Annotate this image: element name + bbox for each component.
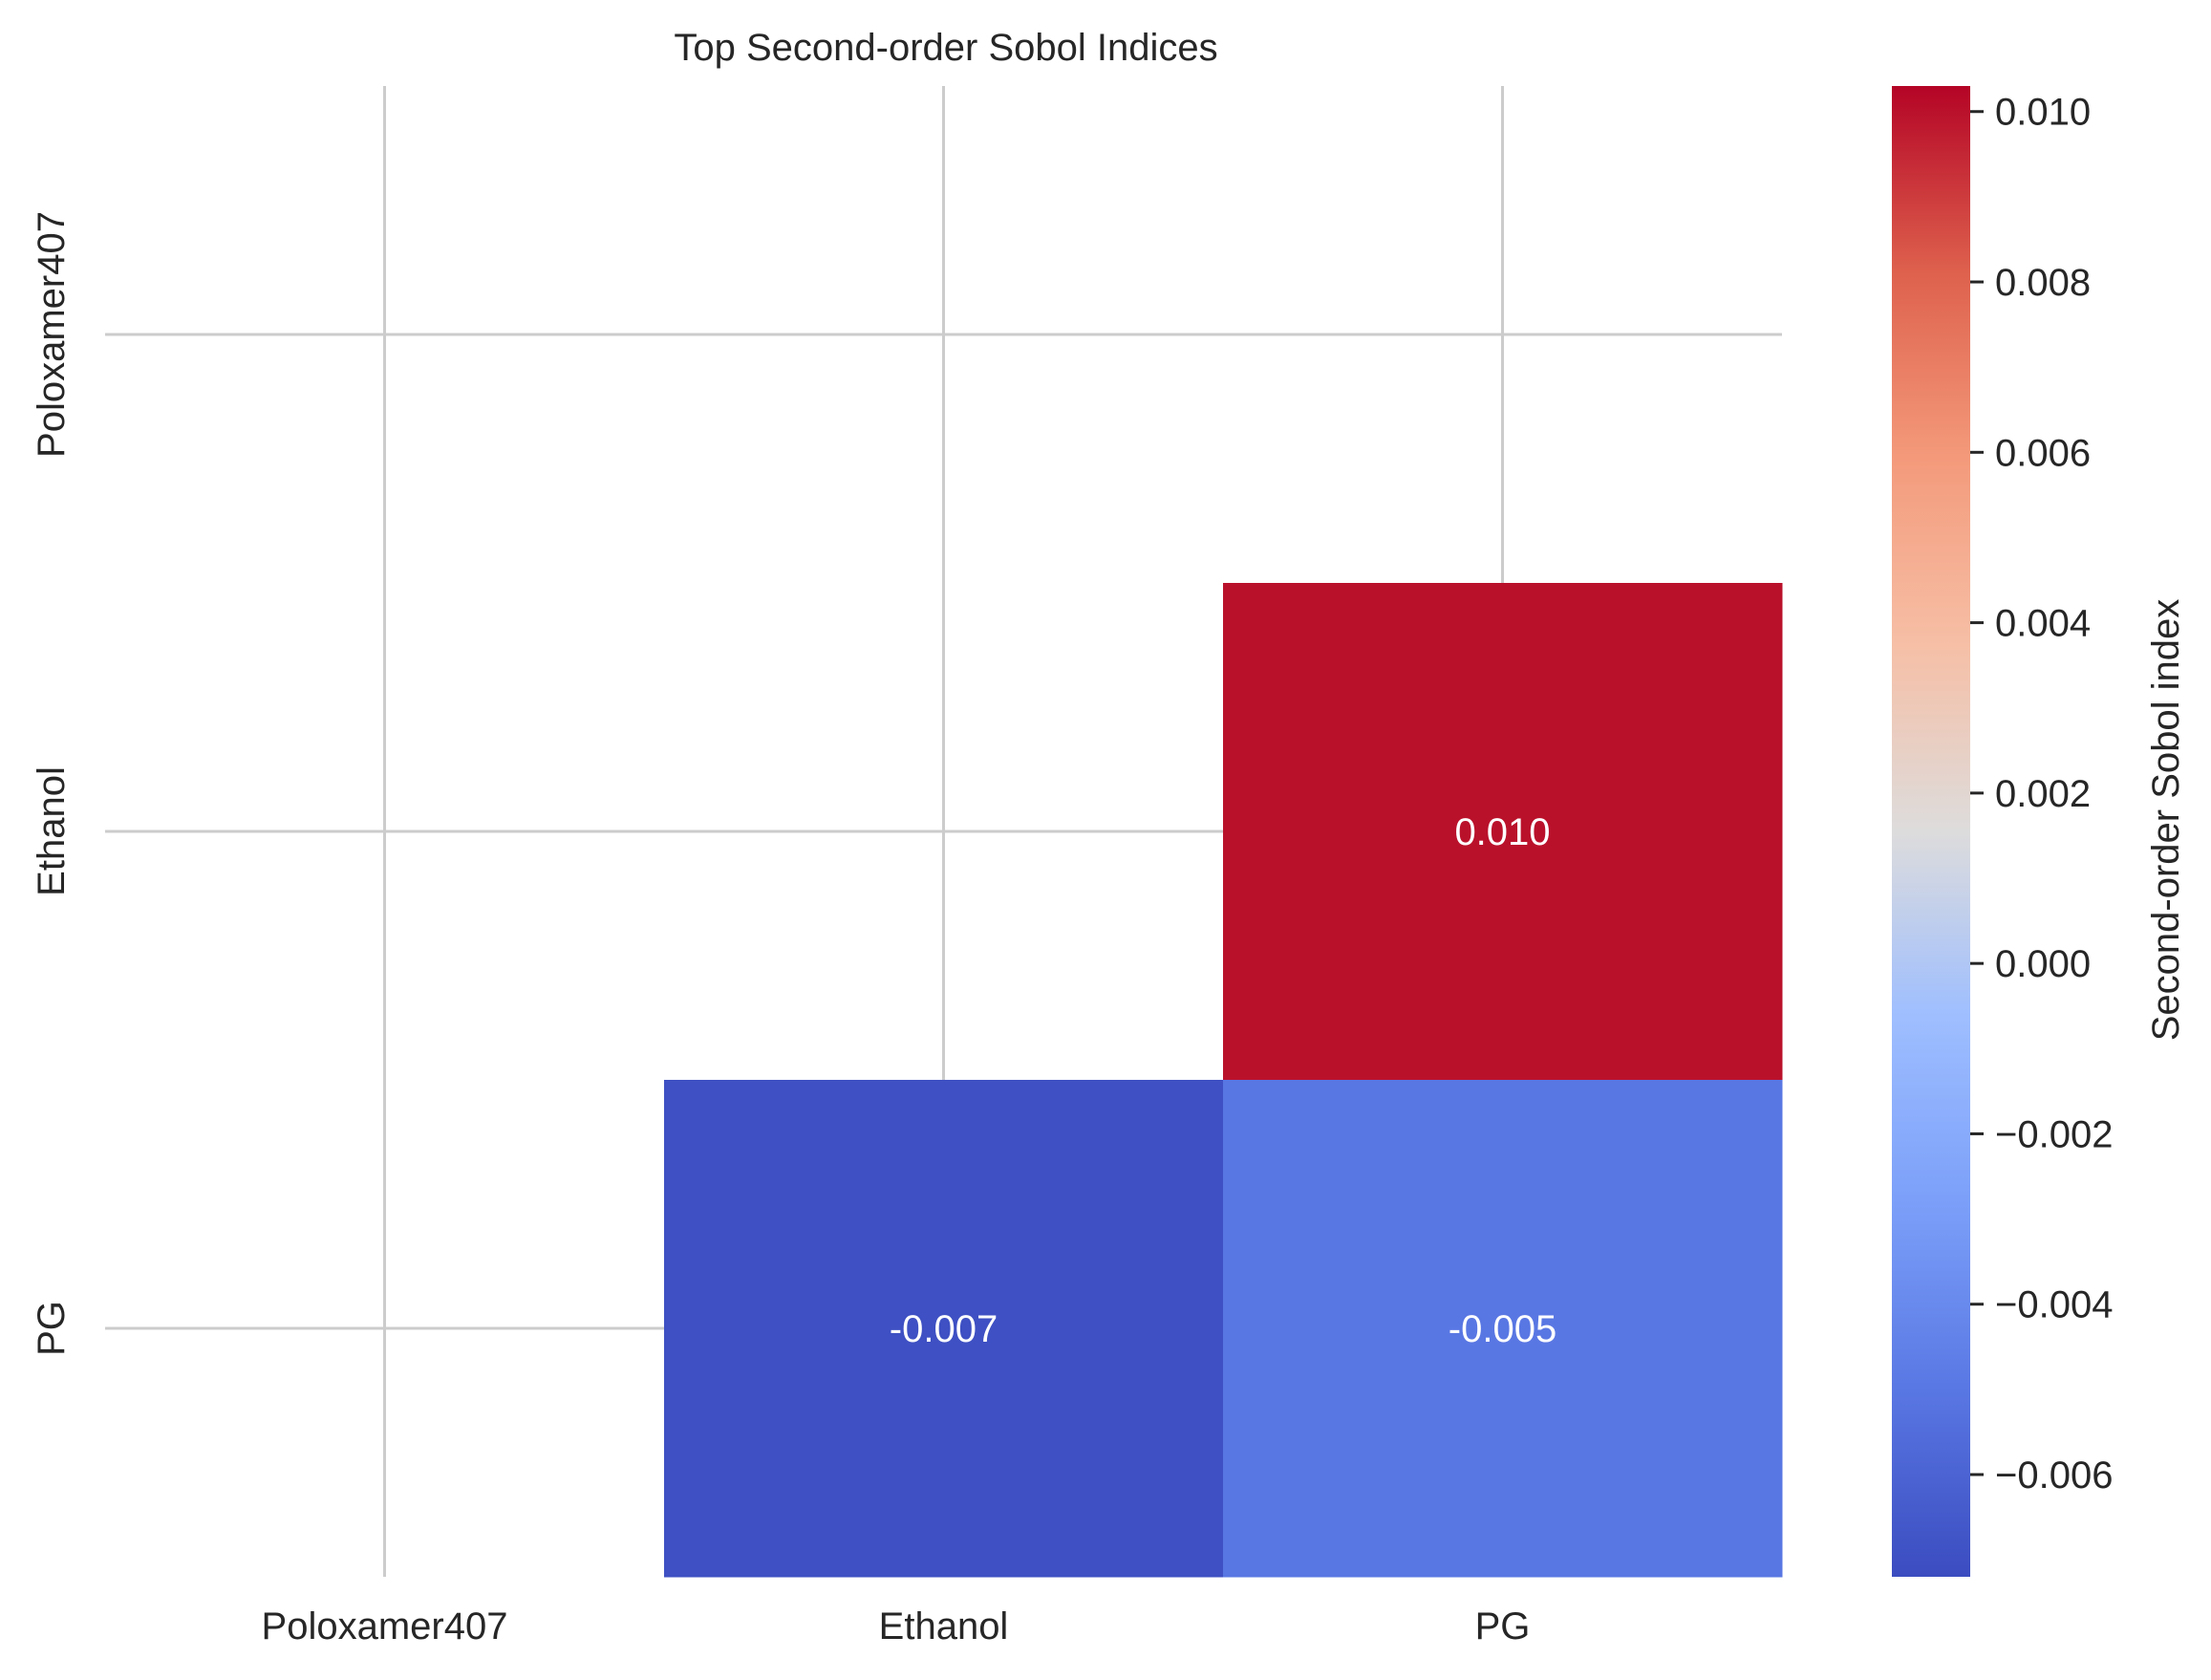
cell-annotation: 0.010 xyxy=(1454,811,1550,853)
cell-annotation: -0.007 xyxy=(890,1308,998,1350)
cell-annotation: -0.005 xyxy=(1449,1308,1556,1350)
heatmap-cells: 0.010 -0.007 -0.005 xyxy=(664,583,1783,1578)
axes: Poloxamer407 Ethanol PG Poloxamer407 Ethanol… xyxy=(31,211,1530,1648)
colorbar-tick-label: −0.004 xyxy=(1995,1284,2113,1326)
colorbar-tick-label: −0.006 xyxy=(1995,1454,2113,1497)
chart-title: Top Second-order Sobol Indices xyxy=(674,27,1217,69)
heatmap-cell-ethanol-pg xyxy=(1223,583,1783,1081)
heatmap-cell-pg-ethanol xyxy=(664,1080,1224,1578)
heatmap-cell-pg-pg xyxy=(1223,1080,1783,1578)
y-tick-label-ethanol: Ethanol xyxy=(31,766,73,896)
colorbar-tick-label: 0.006 xyxy=(1995,432,2091,474)
colorbar-tick-label: 0.008 xyxy=(1995,262,2091,304)
colorbar-tick-label: 0.004 xyxy=(1995,603,2091,645)
colorbar-tick-label: 0.002 xyxy=(1995,773,2091,815)
x-tick-label-ethanol: Ethanol xyxy=(879,1605,1009,1648)
x-tick-label-pg: PG xyxy=(1475,1605,1531,1648)
colorbar-label: Second-order Sobol index xyxy=(2145,599,2187,1042)
colorbar-tick-label: 0.010 xyxy=(1995,92,2091,134)
colorbar-tick-label: −0.002 xyxy=(1995,1113,2113,1155)
y-tick-label-poloxamer407: Poloxamer407 xyxy=(31,211,73,458)
colorbar-gradient xyxy=(1892,86,1970,1577)
colorbar: 0.010 0.008 0.006 0.004 0.002 0.000 −0.002 −0.0… xyxy=(1892,86,2113,1577)
y-tick-label-pg: PG xyxy=(31,1301,73,1356)
x-tick-label-poloxamer407: Poloxamer407 xyxy=(262,1605,508,1648)
colorbar-tick-label: 0.000 xyxy=(1995,943,2091,985)
